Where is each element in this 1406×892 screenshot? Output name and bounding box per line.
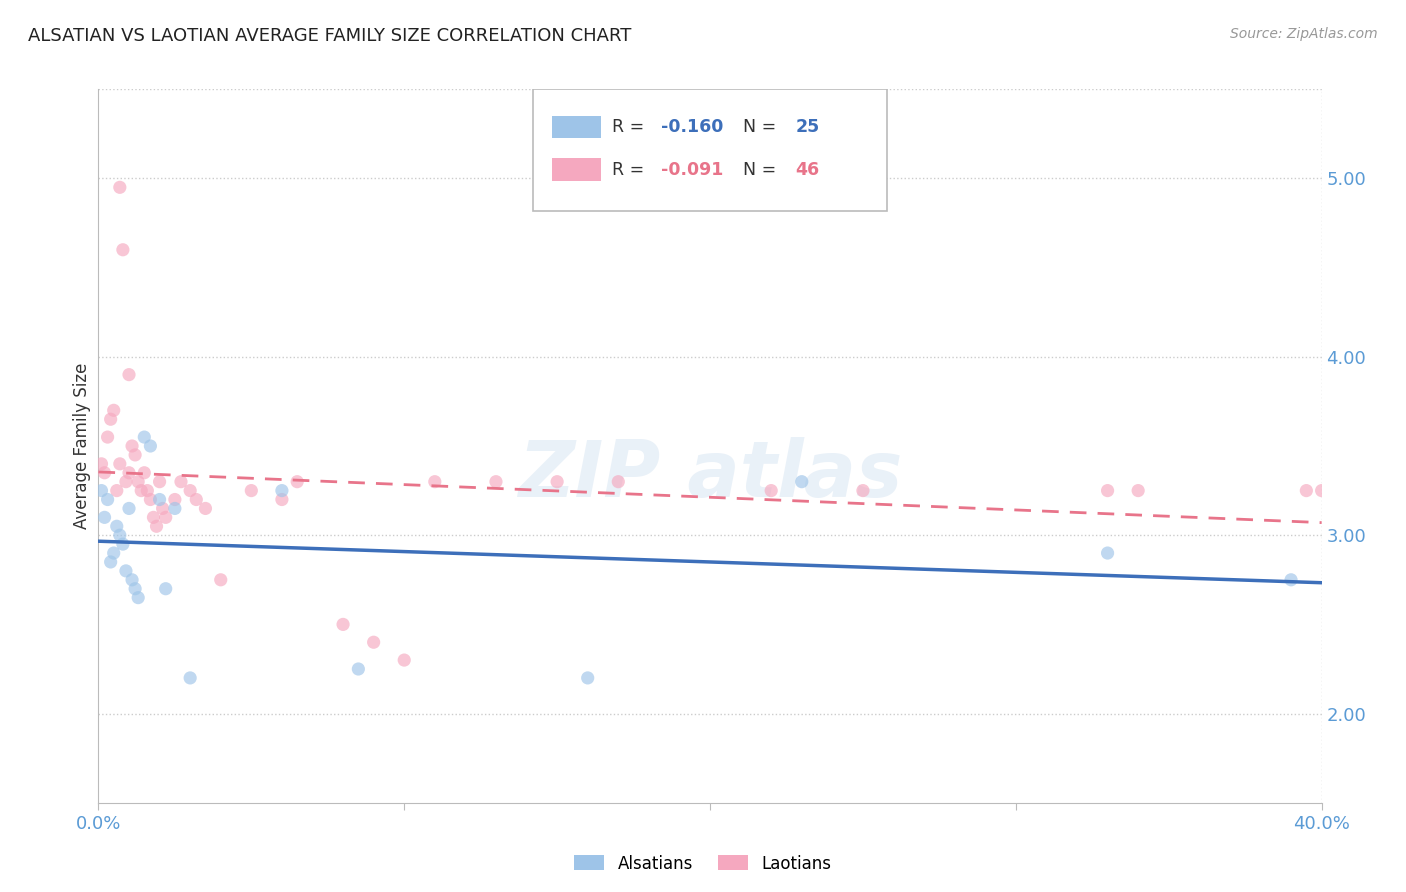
Point	[108, 180, 131, 194]
Point	[546, 475, 568, 489]
Point	[115, 475, 138, 489]
Point	[121, 439, 143, 453]
Point	[270, 483, 292, 498]
Point	[90, 483, 112, 498]
Point	[118, 368, 141, 382]
Point	[155, 582, 177, 596]
Text: -0.160: -0.160	[661, 118, 724, 136]
Text: Source: ZipAtlas.com: Source: ZipAtlas.com	[1230, 27, 1378, 41]
Point	[118, 466, 141, 480]
Point	[149, 475, 172, 489]
Point	[347, 662, 370, 676]
Point	[103, 546, 125, 560]
Point	[108, 528, 131, 542]
Point	[118, 501, 141, 516]
Point	[285, 475, 308, 489]
Point	[105, 519, 128, 533]
Point	[100, 555, 122, 569]
Point	[179, 671, 201, 685]
Point	[139, 439, 162, 453]
Text: N =: N =	[733, 161, 782, 178]
Text: R =: R =	[612, 118, 650, 136]
Point	[124, 582, 146, 596]
Point	[240, 483, 263, 498]
Point	[1310, 483, 1333, 498]
Point	[129, 483, 152, 498]
Point	[152, 501, 174, 516]
FancyBboxPatch shape	[533, 89, 887, 211]
Point	[93, 510, 115, 524]
Point	[163, 492, 186, 507]
FancyBboxPatch shape	[553, 116, 602, 138]
Point	[576, 671, 599, 685]
Point	[105, 483, 128, 498]
Point	[121, 573, 143, 587]
Point	[127, 591, 149, 605]
Point	[111, 537, 134, 551]
Point	[163, 501, 186, 516]
Point	[97, 492, 120, 507]
Point	[115, 564, 138, 578]
Text: ZIP atlas: ZIP atlas	[517, 436, 903, 513]
Point	[155, 510, 177, 524]
Point	[93, 466, 115, 480]
Point	[790, 475, 813, 489]
Point	[179, 483, 201, 498]
Point	[139, 492, 162, 507]
Point	[142, 510, 165, 524]
Point	[423, 475, 446, 489]
Point	[100, 412, 122, 426]
Point	[124, 448, 146, 462]
Point	[1279, 573, 1302, 587]
Point	[1097, 483, 1119, 498]
Point	[90, 457, 112, 471]
Point	[97, 430, 120, 444]
Point	[108, 457, 131, 471]
Point	[1097, 546, 1119, 560]
Point	[145, 519, 167, 533]
Y-axis label: Average Family Size: Average Family Size	[73, 363, 91, 529]
Point	[485, 475, 508, 489]
Legend: Alsatians, Laotians: Alsatians, Laotians	[568, 848, 838, 880]
Point	[852, 483, 875, 498]
Point	[363, 635, 385, 649]
Point	[186, 492, 208, 507]
Point	[127, 475, 149, 489]
FancyBboxPatch shape	[553, 159, 602, 181]
Point	[1295, 483, 1317, 498]
Text: N =: N =	[733, 118, 782, 136]
Point	[111, 243, 134, 257]
Point	[332, 617, 354, 632]
Point	[134, 466, 156, 480]
Point	[209, 573, 232, 587]
Point	[607, 475, 630, 489]
Text: R =: R =	[612, 161, 650, 178]
Text: 25: 25	[796, 118, 820, 136]
Point	[170, 475, 193, 489]
Point	[194, 501, 217, 516]
Point	[392, 653, 416, 667]
Point	[103, 403, 125, 417]
Text: 46: 46	[796, 161, 820, 178]
Text: -0.091: -0.091	[661, 161, 724, 178]
Point	[270, 492, 292, 507]
Point	[136, 483, 159, 498]
Point	[1128, 483, 1150, 498]
Point	[134, 430, 156, 444]
Point	[759, 483, 782, 498]
Text: ALSATIAN VS LAOTIAN AVERAGE FAMILY SIZE CORRELATION CHART: ALSATIAN VS LAOTIAN AVERAGE FAMILY SIZE …	[28, 27, 631, 45]
Point	[149, 492, 172, 507]
